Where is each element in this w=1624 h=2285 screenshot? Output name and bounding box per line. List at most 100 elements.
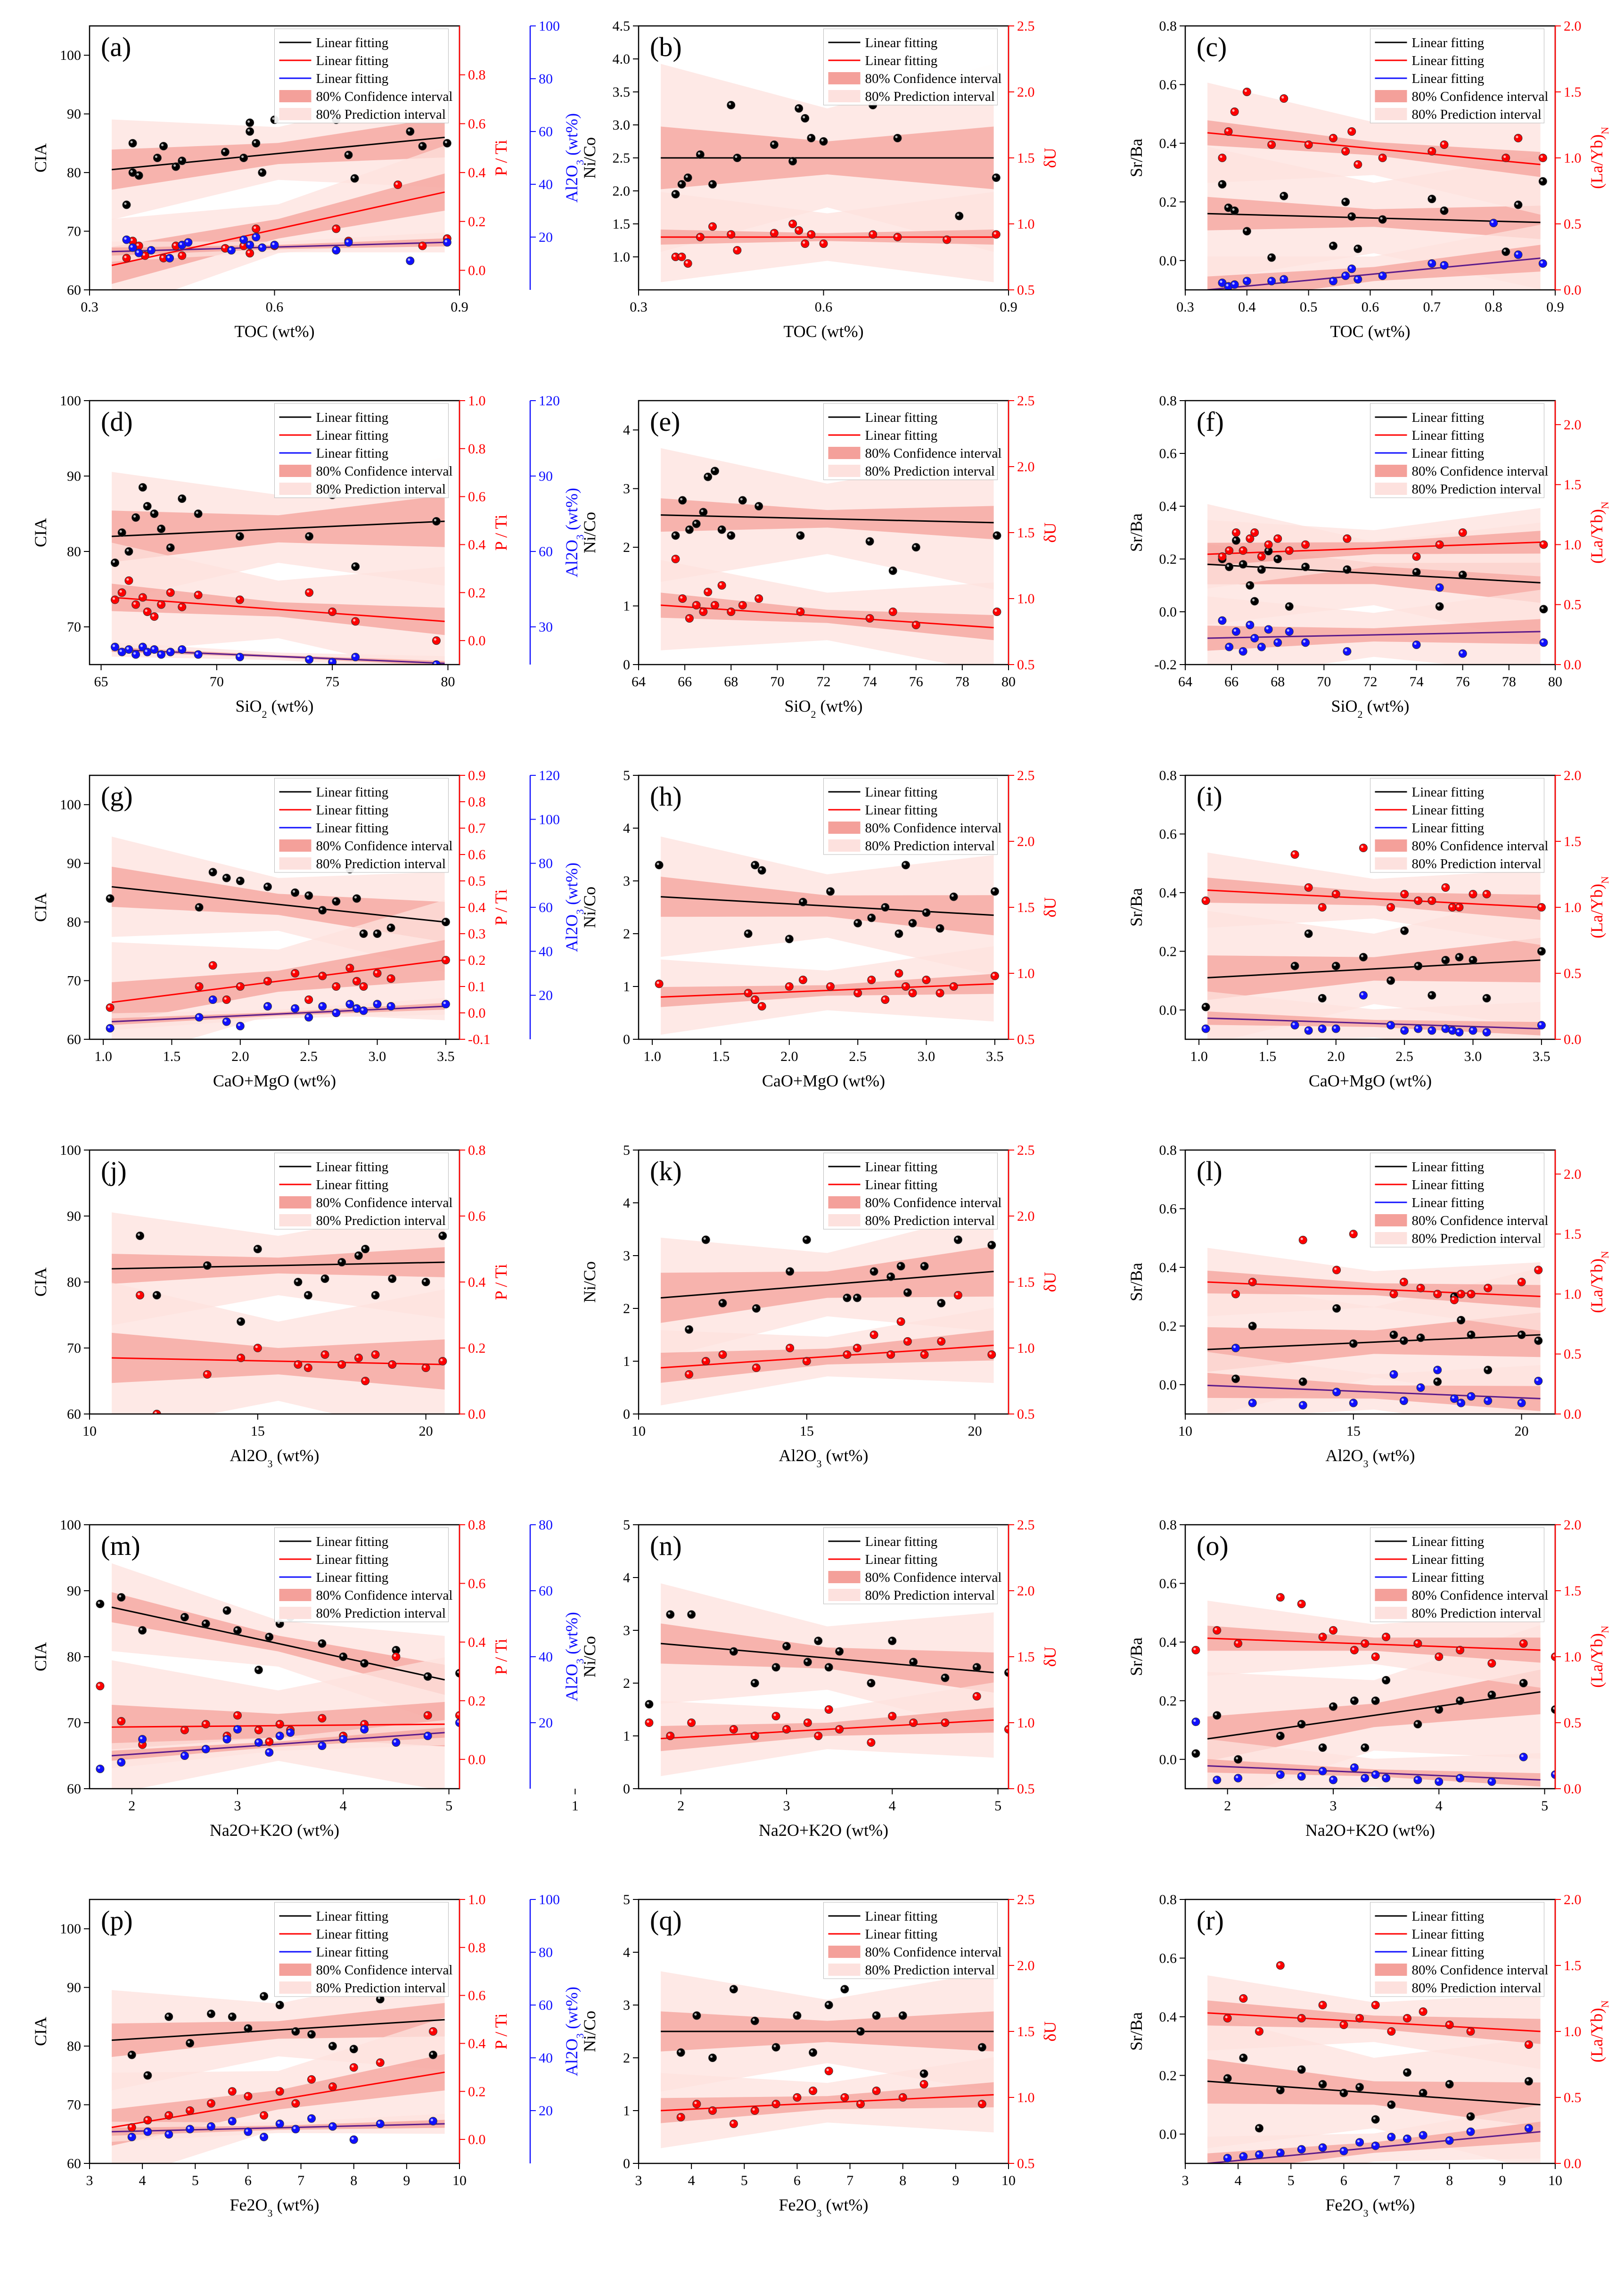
data-point [1433,1377,1442,1386]
x-tick-label: 3 [234,1798,241,1814]
legend-label: 80% Prediction interval [865,1963,995,1978]
data-point [990,887,999,896]
data-point [1276,2086,1285,2095]
data-point [110,642,119,651]
data-point [1318,903,1327,912]
y-tick-label: 80 [67,2038,81,2054]
panel-label: (n) [650,1530,682,1561]
x-tick-label: 72 [1363,674,1378,690]
data-point [157,600,166,609]
data-point [222,1017,231,1026]
legend-label: 80% Prediction interval [1412,482,1542,497]
data-point [373,1000,382,1009]
right-tick-label: 0.8 [468,1142,486,1158]
data-point [195,903,204,912]
legend-label: 80% Prediction interval [316,482,446,497]
data-point [935,989,944,997]
data-point [881,995,890,1004]
fit-line-1 [1207,132,1541,165]
data-point [318,1742,327,1750]
data-point [750,1679,759,1687]
right-tick-label: 0.4 [468,1635,486,1650]
data-point [222,873,231,882]
panel-label: (i) [1197,781,1222,812]
y-tick-label: 60 [67,1032,81,1047]
y-tick-label: 100 [60,797,81,813]
data-point [441,956,450,964]
data-point [835,1647,844,1656]
data-point [1534,1377,1543,1385]
panel-j: 10 15 20 Al2O3 (wt%) 60 70 80 90 100 CIA 0.0 0.2 0.4… [31,1142,510,1470]
legend-label: Linear fitting [316,821,389,836]
data-point [771,1712,780,1720]
right-tick-label: 0.2 [468,2084,486,2099]
right-tick-label: 1.0 [1017,966,1035,981]
x-tick-label: 10 [632,1423,646,1439]
data-point [128,168,137,177]
y-axis-label: Ni/Co [580,512,599,553]
right-axis-label: P / Ti [492,1264,510,1300]
data-point [1350,1696,1359,1705]
legend-label: Linear fitting [865,428,938,443]
data-point [1201,896,1210,905]
right-tick-label: 0.6 [468,1208,486,1224]
data-point [1414,962,1423,970]
x-tick-label: 10 [82,1423,97,1439]
y-tick-label: 3 [623,1248,630,1264]
panel-label: (e) [650,406,680,437]
panel-label: (d) [101,406,133,437]
right-tick-label: 0.5 [1564,1715,1582,1731]
right-axis-label: (La/Yb)N [1587,876,1611,938]
data-point [1329,1626,1337,1635]
legend-label: Linear fitting [316,1159,389,1175]
legend-band-swatch [828,1214,861,1226]
x-tick-label: 64 [632,674,646,690]
data-point [206,2009,215,2018]
data-point [1353,160,1362,169]
x-tick-label: 9 [403,2173,410,2188]
right-tick-label: 2.0 [1017,834,1035,849]
data-point [888,1636,897,1645]
data-point [785,935,794,944]
legend-band-swatch [1375,90,1407,102]
data-point [307,2075,316,2084]
data-point [124,547,133,556]
data-point [1234,1639,1243,1648]
data-point [127,2123,136,2132]
data-point [305,532,314,541]
legend-label: 80% Prediction interval [1412,856,1542,871]
data-point [824,2001,833,2009]
data-point [796,608,805,616]
data-point [1267,253,1276,262]
data-point [1539,605,1548,614]
right-axis-label: (La/Yb)N [1587,2000,1611,2063]
data-point [903,1288,912,1297]
x-axis-label: Fe2O3 (wt%) [1326,2195,1415,2219]
y-axis-label: CIA [31,1642,50,1671]
fit-line-0 [661,896,994,916]
y-tick-label: 0.0 [1159,604,1177,620]
data-point [867,913,876,922]
right-axis-label: Al2O3 (wt%) [562,863,586,952]
plot-area [661,64,1001,282]
data-point [349,2063,358,2072]
y-tick-label: 0.0 [1159,1003,1177,1018]
x-tick-label: 2.5 [849,1049,867,1064]
right-tick-label: 2.0 [1564,1167,1582,1182]
data-point [320,1274,329,1283]
data-point [872,2011,881,2020]
data-point [1435,1652,1444,1661]
x-tick-label: 6 [1340,2173,1347,2188]
data-point [1382,1676,1391,1685]
data-point [893,134,902,142]
right-axis-label: (La/Yb)N [1587,501,1611,564]
legend-band-swatch [1375,1232,1407,1244]
data-point [708,2106,717,2115]
x-tick-label: 9 [952,2173,959,2188]
data-point [122,235,131,244]
legend-band-swatch [828,90,861,102]
data-point [1467,1392,1476,1401]
data-point [920,1262,929,1271]
data-point [908,919,917,928]
